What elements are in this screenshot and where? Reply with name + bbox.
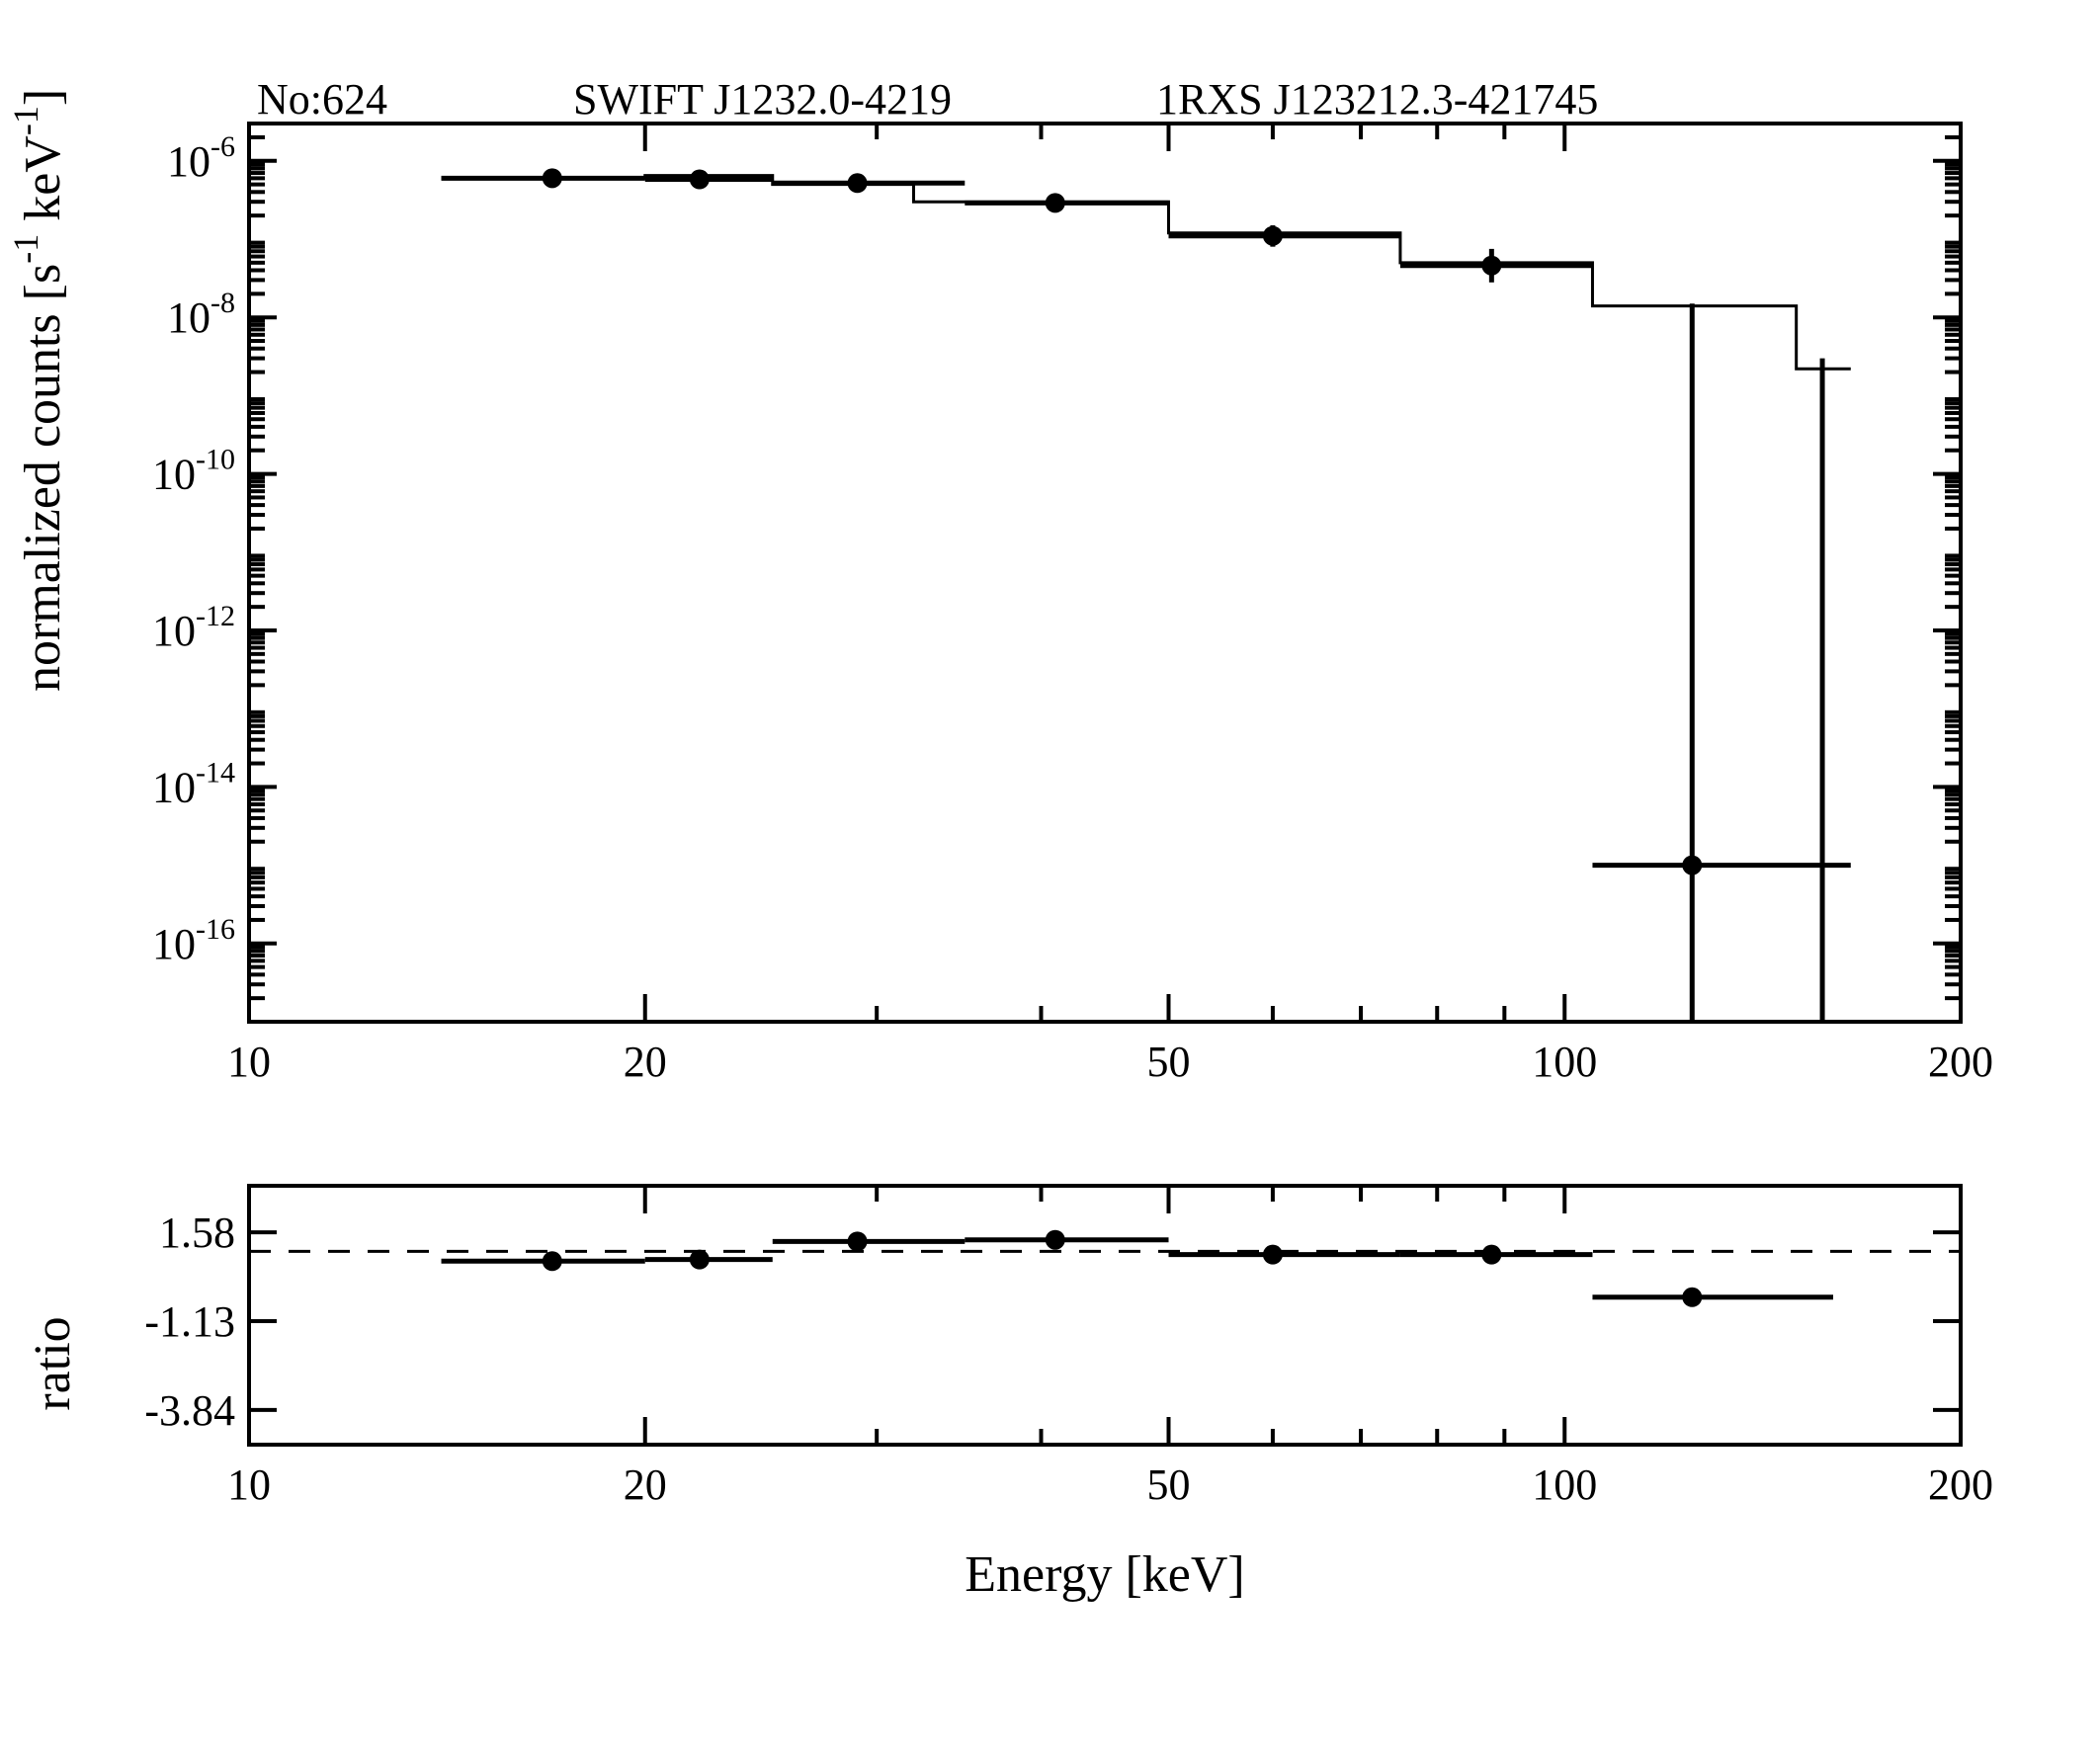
bottom-ylabel: ratio	[25, 1316, 81, 1410]
svg-text:200: 200	[1928, 1460, 1993, 1509]
top-ylabel: normalized counts [s-1 keV-1]	[6, 89, 71, 692]
bottom-xlabel: Energy [keV]	[965, 1546, 1245, 1603]
top-plot-frame	[249, 124, 1961, 1022]
svg-text:10-12: 10-12	[152, 600, 235, 655]
top-ticks	[249, 124, 1961, 1022]
top-xticklabels: 10 20 50 100 200	[227, 1038, 1993, 1086]
svg-text:50: 50	[1147, 1038, 1191, 1086]
bottom-ticks	[249, 1186, 1961, 1445]
svg-text:50: 50	[1147, 1460, 1191, 1509]
bottom-plot-frame	[249, 1186, 1961, 1445]
svg-text:10: 10	[227, 1038, 271, 1086]
svg-text:10-8: 10-8	[167, 287, 235, 342]
svg-text:1.58: 1.58	[159, 1208, 235, 1257]
top-panel: No:624 SWIFT J1232.0-4219 1RXS J123212.3…	[6, 75, 1993, 1086]
svg-text:-1.13: -1.13	[144, 1297, 235, 1346]
bottom-xticklabels: 10 20 50 100 200	[227, 1460, 1993, 1509]
svg-text:-3.84: -3.84	[144, 1386, 235, 1435]
title-right: 1RXS J123212.3-421745	[1156, 75, 1598, 124]
bottom-yticklabels: 1.58 -1.13 -3.84	[144, 1208, 235, 1435]
top-data	[442, 168, 1851, 1022]
svg-text:20: 20	[624, 1460, 667, 1509]
svg-text:100: 100	[1532, 1460, 1597, 1509]
top-yticklabels: 10-6 10-8 10-10 10-12 10-14 10-16	[152, 130, 235, 968]
svg-text:normalized counts [s-1 keV-1]: normalized counts [s-1 keV-1]	[6, 89, 71, 692]
svg-text:10: 10	[227, 1460, 271, 1509]
svg-text:10-6: 10-6	[167, 130, 235, 186]
svg-text:200: 200	[1928, 1038, 1993, 1086]
bottom-panel: ratio 1.58 -1.13 -3.84 10 20 50 100 200 Energy…	[25, 1186, 1993, 1603]
svg-text:10-14: 10-14	[152, 756, 235, 811]
title-center: SWIFT J1232.0-4219	[573, 75, 952, 124]
svg-text:10-10: 10-10	[152, 444, 235, 499]
svg-text:100: 100	[1532, 1038, 1597, 1086]
svg-text:ratio: ratio	[25, 1316, 81, 1410]
bottom-data	[442, 1230, 1833, 1307]
svg-text:10-16: 10-16	[152, 913, 235, 968]
title-left: No:624	[257, 75, 387, 124]
svg-text:20: 20	[624, 1038, 667, 1086]
